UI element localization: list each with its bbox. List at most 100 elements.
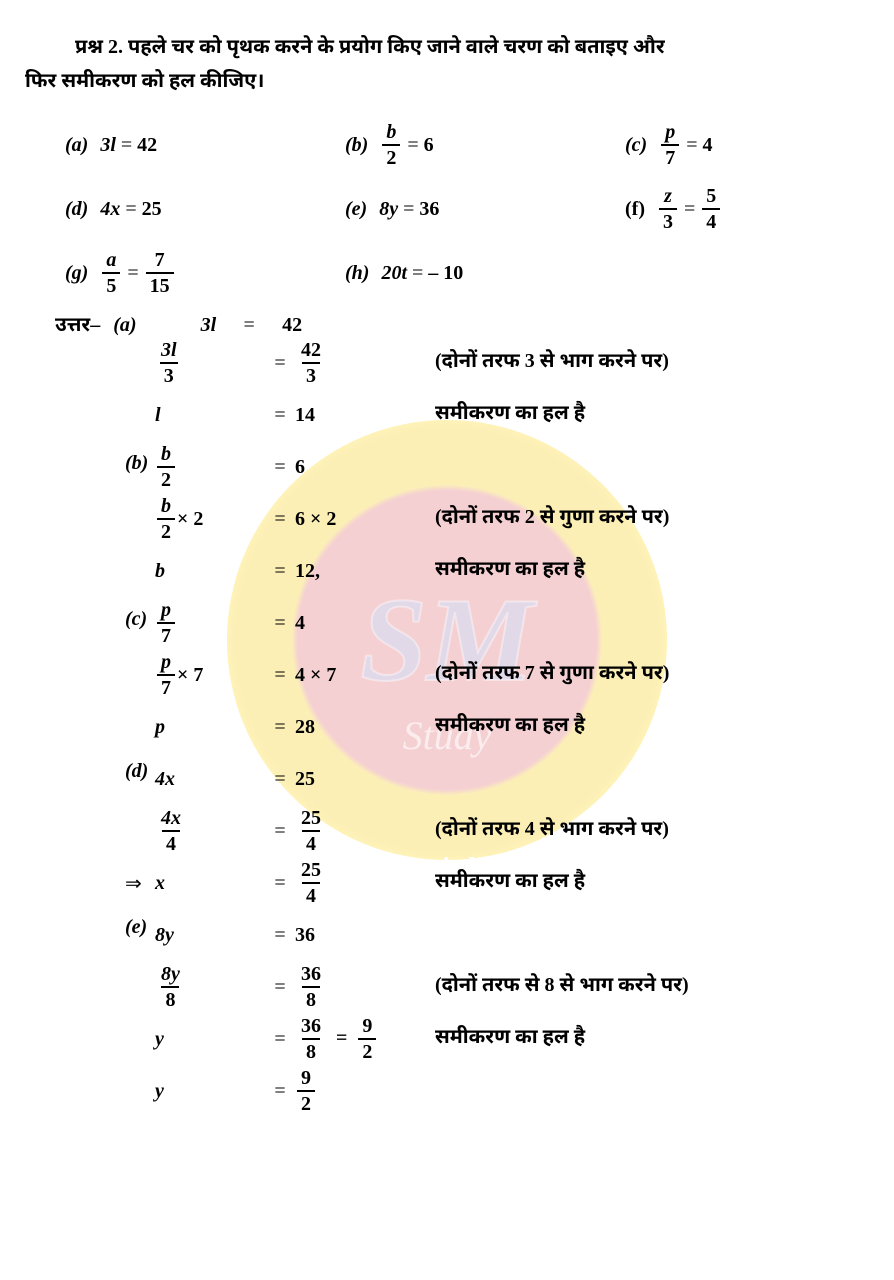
- sc2r: 4 × 7: [295, 664, 405, 687]
- sol-c-label: (c): [125, 608, 147, 631]
- opt-f-label: (f): [625, 198, 645, 221]
- se2ln: 8y: [157, 964, 184, 986]
- se3r2n: 9: [358, 1016, 376, 1038]
- sol-e-body: (e) 8y = 36 8y8 = 368 (दोनों तरफ से 8 से…: [155, 912, 869, 1114]
- se2ex: (दोनों तरफ से 8 से भाग करने पर): [405, 974, 869, 1000]
- sa3ex: समीकरण का हल है: [405, 402, 869, 428]
- se4l: y: [155, 1080, 265, 1103]
- se1l: 8y: [155, 924, 265, 947]
- sc2ln: p: [157, 652, 175, 674]
- sol-a-body: 3l3 = 423 (दोनों तरफ 3 से भाग करने पर) l…: [155, 340, 869, 438]
- sb3r: 12,: [295, 560, 405, 583]
- se2rd: 8: [302, 986, 320, 1010]
- answer-a-start: उत्तर– (a) 3l = 42: [25, 314, 869, 340]
- sd1l: 4x: [155, 768, 265, 791]
- page-content: प्रश्न 2. पहले चर को पृथक करने के प्रयोग…: [25, 30, 869, 1114]
- opt-a-label: (a): [65, 134, 88, 157]
- sol-a-r1-l: 3l: [201, 314, 217, 336]
- sa2ld: 3: [160, 362, 178, 386]
- sb3l: b: [155, 560, 265, 583]
- sd2rn: 25: [297, 808, 325, 830]
- sd2ln: 4x: [157, 808, 185, 830]
- se4rd: 2: [297, 1090, 315, 1114]
- opt-f-rd: 4: [702, 208, 720, 232]
- opt-d-rhs: 25: [142, 198, 162, 221]
- question-heading: प्रश्न 2. पहले चर को पृथक करने के प्रयोग…: [25, 30, 869, 98]
- opt-a-rhs: 42: [137, 134, 157, 157]
- opt-e-rhs: 36: [419, 198, 439, 221]
- sd1r: 25: [295, 768, 405, 791]
- opt-a-lhs: 3l: [100, 134, 116, 157]
- sa3l: l: [155, 404, 265, 427]
- sa2rd: 3: [302, 362, 320, 386]
- sc1ln: p: [157, 600, 175, 622]
- sd3rd: 4: [302, 882, 320, 906]
- se3l: y: [155, 1028, 265, 1051]
- sc2lmul: × 7: [177, 664, 203, 687]
- se1r: 36: [295, 924, 405, 947]
- se4rn: 9: [297, 1068, 315, 1090]
- question-row-1: (a) 3l = 42 (b) b 2 = 6 (c) p 7 = 4: [25, 122, 869, 168]
- opt-g-label: (g): [65, 262, 88, 285]
- sd3imp: ⇒: [125, 871, 142, 896]
- opt-e-label: (e): [345, 198, 367, 221]
- sol-c-body: (c) p7 = 4 p7 × 7 = 4 × 7 (दोनों तरफ 7 स…: [155, 600, 869, 750]
- answer-label: उत्तर–: [55, 314, 100, 340]
- sc1r: 4: [295, 612, 405, 635]
- opt-d-label: (d): [65, 198, 88, 221]
- sc2ld: 7: [157, 674, 175, 698]
- opt-c-rhs: 4: [702, 134, 712, 157]
- sd3ex: समीकरण का हल है: [405, 870, 869, 896]
- opt-b-rhs: 6: [424, 134, 434, 157]
- se3rd: 8: [302, 1038, 320, 1062]
- question-row-3: (g) a 5 = 7 15 (h) 20t = – 10: [25, 250, 869, 296]
- opt-g-ld: 5: [102, 272, 120, 296]
- opt-e-lhs: 8y: [379, 198, 398, 221]
- sol-d-label: (d): [125, 760, 148, 783]
- sc3ex: समीकरण का हल है: [405, 714, 869, 740]
- opt-d-lhs: 4x: [100, 198, 120, 221]
- opt-g-rd: 15: [146, 272, 174, 296]
- opt-h-rhs: – 10: [428, 262, 463, 285]
- question-row-2: (d) 4x = 25 (e) 8y = 36 (f) z 3 = 5 4: [25, 186, 869, 232]
- opt-h-label: (h): [345, 262, 369, 285]
- opt-b-label: (b): [345, 134, 368, 157]
- sb1ln: b: [157, 444, 175, 466]
- se3ex: समीकरण का हल है: [435, 1026, 869, 1052]
- sd2ex: (दोनों तरफ 4 से भाग करने पर): [405, 818, 869, 844]
- question-text-2: फिर समीकरण को हल कीजिए।: [25, 70, 264, 92]
- sb1r: 6: [295, 456, 405, 479]
- sb2ex: (दोनों तरफ 2 से गुणा करने पर): [405, 506, 869, 532]
- sb3ex: समीकरण का हल है: [405, 558, 869, 584]
- opt-f-ld: 3: [659, 208, 677, 232]
- sd3rn: 25: [297, 860, 325, 882]
- opt-b-num: b: [382, 122, 400, 144]
- sc2ex: (दोनों तरफ 7 से गुणा करने पर): [405, 662, 869, 688]
- question-text-1: पहले चर को पृथक करने के प्रयोग किए जाने …: [128, 36, 665, 58]
- sa3r: 14: [295, 404, 405, 427]
- opt-c-num: p: [661, 122, 679, 144]
- sc1ld: 7: [157, 622, 175, 646]
- sb2ln: b: [157, 496, 175, 518]
- opt-f-ln: z: [660, 186, 676, 208]
- se3r2d: 2: [358, 1038, 376, 1062]
- sc3l: p: [155, 716, 265, 739]
- opt-g-ln: a: [102, 250, 120, 272]
- sol-b-body: (b) b2 = 6 b2 × 2 = 6 × 2 (दोनों तरफ 2 स…: [155, 444, 869, 594]
- sa2ex: (दोनों तरफ 3 से भाग करने पर): [405, 350, 869, 376]
- opt-g-rn: 7: [151, 250, 169, 272]
- opt-c-label: (c): [625, 134, 647, 157]
- sol-a-r1-r: 42: [282, 314, 302, 336]
- se2ld: 8: [161, 986, 179, 1010]
- sol-b-label: (b): [125, 452, 148, 475]
- se3rn: 36: [297, 1016, 325, 1038]
- se2rn: 36: [297, 964, 325, 986]
- opt-b-den: 2: [382, 144, 400, 168]
- opt-c-den: 7: [661, 144, 679, 168]
- opt-h-lhs: 20t: [381, 262, 407, 285]
- sd2ld: 4: [162, 830, 180, 854]
- sd3l: x: [155, 872, 265, 895]
- sc3r: 28: [295, 716, 405, 739]
- sb2r: 6 × 2: [295, 508, 405, 531]
- sb1ld: 2: [157, 466, 175, 490]
